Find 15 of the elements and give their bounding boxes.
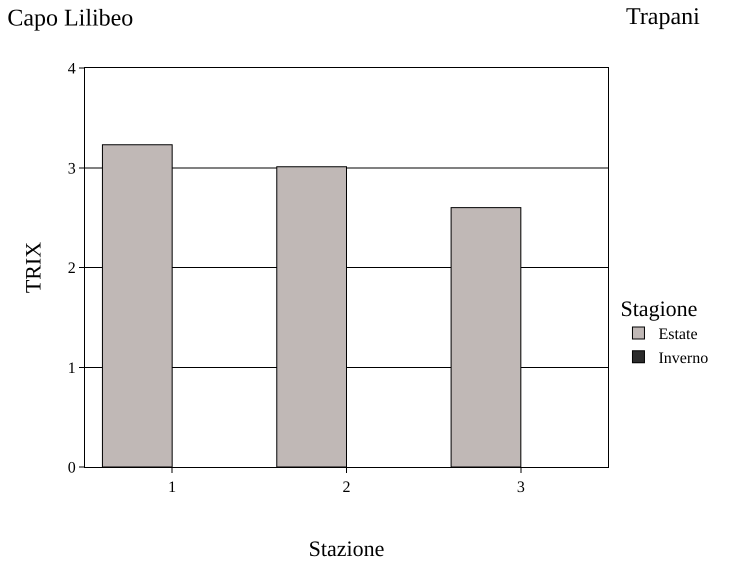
y-tick-label: 1 xyxy=(68,360,76,377)
legend-label: Estate xyxy=(658,326,698,344)
x-tick-label: 2 xyxy=(342,479,350,496)
x-tick-label: 1 xyxy=(168,479,176,496)
legend-title: Stagione xyxy=(620,296,698,322)
y-axis-title: TRIX xyxy=(20,242,46,294)
y-tick-label: 4 xyxy=(68,60,76,78)
y-tick-label: 2 xyxy=(68,260,76,278)
y-tick-label: 3 xyxy=(68,160,76,178)
y-tick-label: 0 xyxy=(68,460,76,477)
x-tick-label: 3 xyxy=(516,479,525,496)
x-axis-title: Stazione xyxy=(308,536,384,562)
chart-title: Capo Lilibeo xyxy=(7,5,134,32)
text: Trapani xyxy=(626,4,700,30)
legend-label: Inverno xyxy=(658,350,708,367)
